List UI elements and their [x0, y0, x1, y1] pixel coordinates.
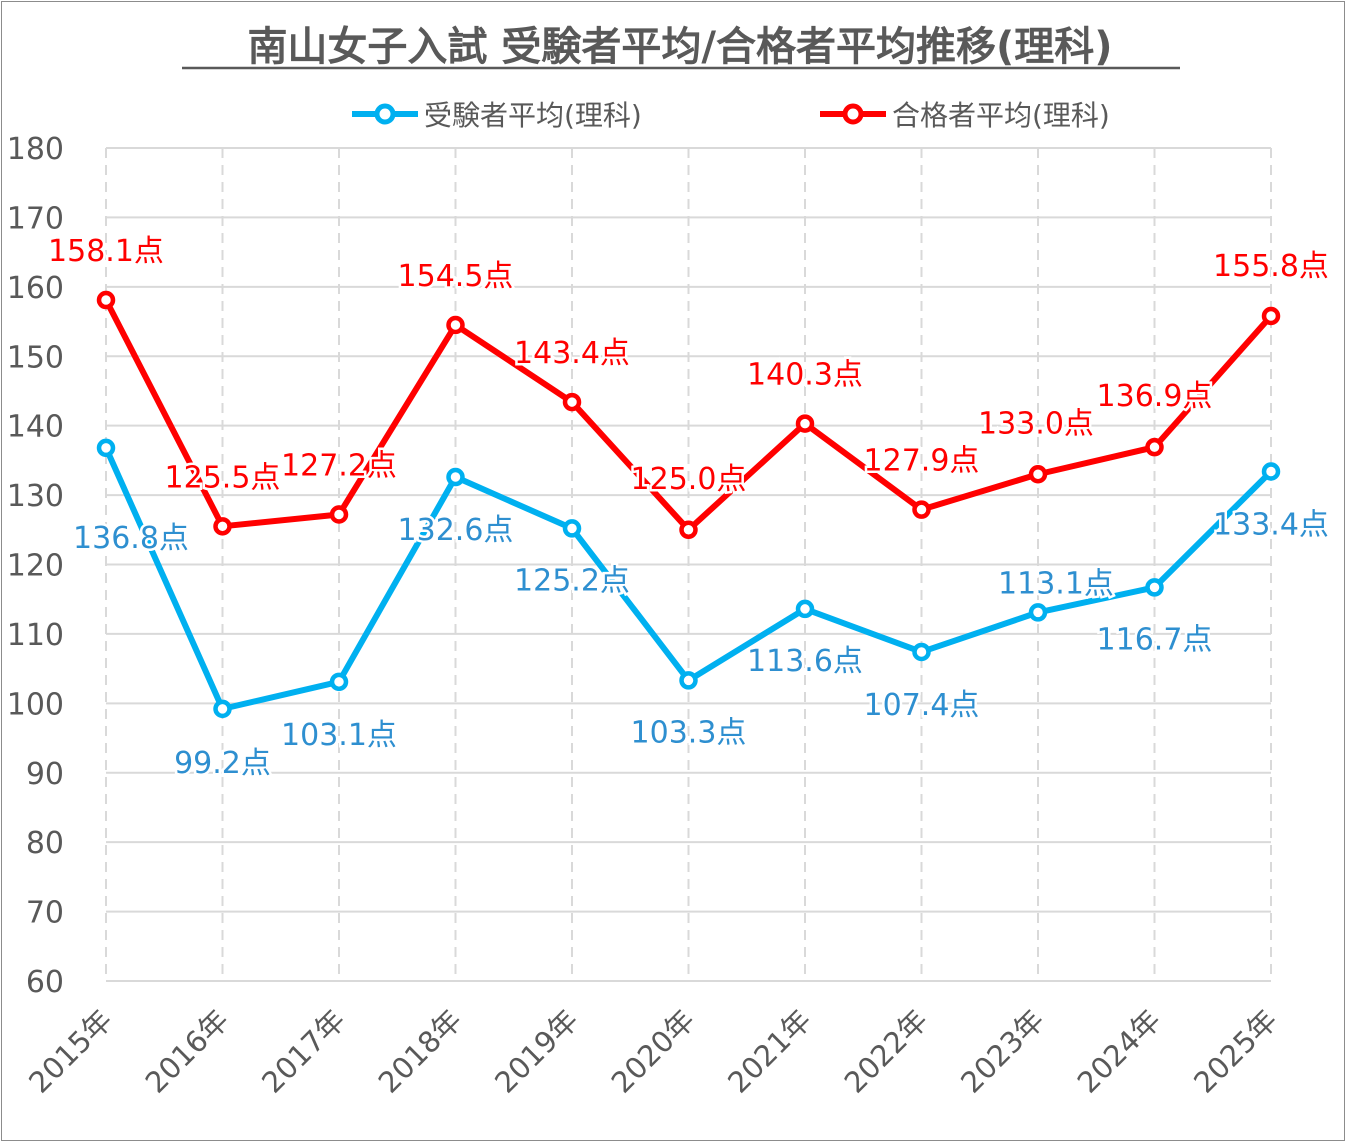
data-point	[562, 519, 582, 538]
data-point	[329, 672, 349, 692]
data-point	[1261, 306, 1281, 326]
data-label: 99.2点	[174, 746, 271, 781]
data-label: 116.7点	[1097, 622, 1213, 657]
data-label: 103.3点	[631, 715, 747, 750]
data-point	[912, 500, 931, 519]
data-point	[679, 520, 698, 540]
data-label: 125.2点	[514, 563, 630, 598]
x-tick-label: 2019年	[488, 1003, 585, 1100]
x-tick-label: 2024年	[1071, 1003, 1168, 1100]
data-point	[446, 467, 465, 487]
data-label: 136.8点	[73, 521, 189, 556]
data-point	[96, 290, 116, 310]
y-tick-label: 160	[7, 271, 64, 306]
data-point	[213, 517, 232, 536]
data-label: 125.5点	[165, 460, 281, 495]
data-point	[446, 315, 465, 335]
series-0	[96, 438, 1281, 719]
x-tick-label: 2018年	[372, 1003, 469, 1100]
data-label: 125.0点	[631, 462, 747, 497]
y-tick-label: 110	[7, 618, 64, 653]
data-label: 133.0点	[978, 406, 1094, 441]
chart-title: 南山女子入試 受験者平均/合格者平均推移(理科)	[247, 24, 1112, 70]
data-point	[562, 392, 582, 412]
y-tick-label: 150	[7, 340, 64, 375]
y-tick-label: 60	[26, 965, 64, 1000]
data-label: 133.4点	[1213, 507, 1329, 542]
x-tick-label: 2020年	[605, 1003, 702, 1100]
x-tick-label: 2015年	[22, 1003, 119, 1100]
data-point	[1145, 437, 1164, 457]
data-label: 140.3点	[747, 358, 863, 393]
data-point	[1028, 603, 1048, 622]
y-tick-label: 130	[7, 479, 64, 514]
data-label: 103.1点	[281, 718, 397, 753]
y-tick-label: 180	[7, 132, 64, 167]
legend-marker	[374, 103, 396, 125]
data-label: 132.6点	[398, 513, 514, 548]
y-tick-label: 140	[7, 410, 64, 445]
data-point	[679, 671, 698, 690]
data-point	[1145, 578, 1164, 597]
x-tick-label: 2023年	[954, 1003, 1051, 1100]
data-label: 113.6点	[747, 644, 863, 679]
data-point	[795, 599, 815, 619]
y-tick-label: 70	[26, 896, 64, 931]
x-tick-label: 2021年	[721, 1003, 818, 1100]
data-label: 113.1点	[998, 566, 1114, 601]
legend-marker	[842, 103, 864, 125]
series-1	[96, 290, 1281, 540]
y-tick-label: 90	[26, 757, 64, 792]
data-label: 158.1点	[48, 234, 164, 269]
data-label: 107.4点	[864, 688, 980, 723]
y-tick-label: 100	[7, 687, 64, 722]
data-label: 154.5点	[398, 259, 514, 294]
data-point	[795, 414, 815, 433]
data-label: 127.2点	[281, 449, 397, 484]
x-tick-label: 2016年	[139, 1003, 236, 1100]
data-point	[96, 438, 116, 458]
data-label: 127.9点	[864, 444, 980, 479]
legend-label: 合格者平均(理科)	[892, 99, 1110, 132]
x-tick-label: 2025年	[1187, 1003, 1284, 1100]
y-tick-label: 80	[26, 826, 64, 861]
data-label: 143.4点	[514, 336, 630, 371]
legend: 受験者平均(理科) 合格者平均(理科)	[352, 99, 1110, 132]
data-label: 136.9点	[1097, 379, 1213, 414]
data-point	[1261, 462, 1281, 481]
data-point	[912, 642, 931, 662]
y-tick-label: 170	[7, 201, 64, 236]
data-point	[1028, 465, 1048, 484]
data-label: 155.8点	[1213, 249, 1329, 284]
data-point	[329, 505, 349, 524]
x-tick-label: 2022年	[838, 1003, 935, 1100]
legend-label: 受験者平均(理科)	[424, 99, 642, 132]
grid: 60 70 80 90 100 110 120 130 140 150 160 170 180 2015年…	[7, 132, 1284, 1100]
x-tick-label: 2017年	[255, 1003, 352, 1100]
data-point	[213, 699, 232, 719]
y-tick-label: 120	[7, 549, 64, 584]
